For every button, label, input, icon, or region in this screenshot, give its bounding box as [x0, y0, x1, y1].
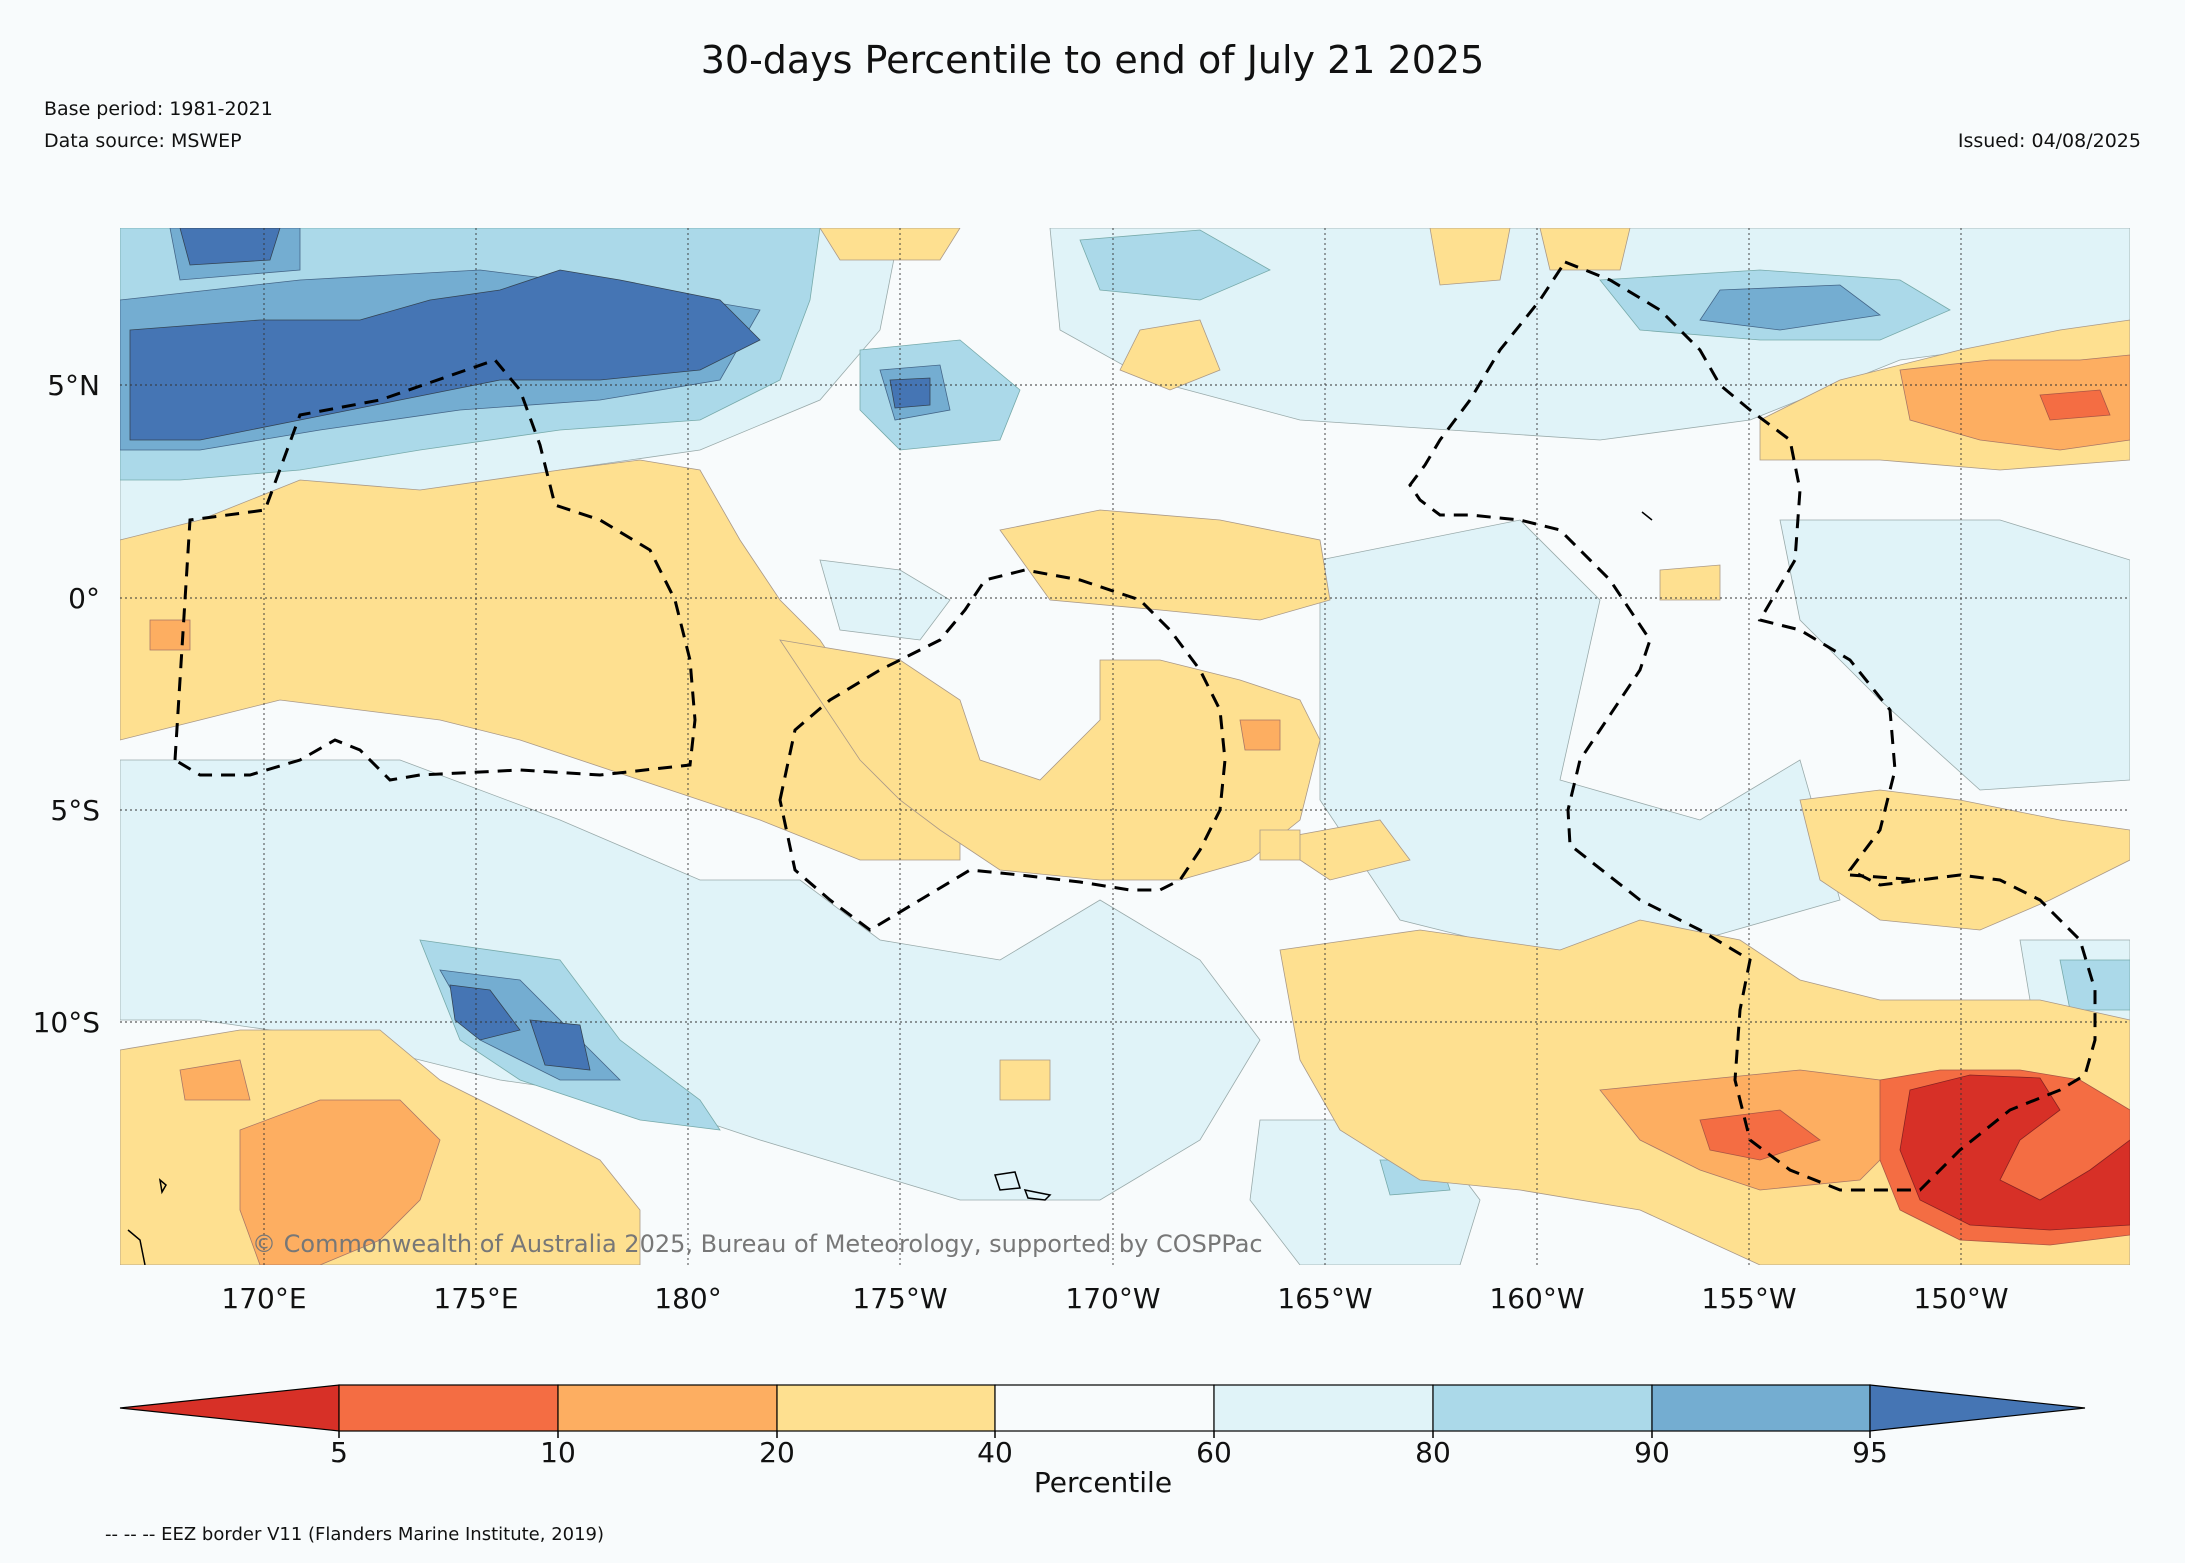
colorbar-tick-label: 90 — [1634, 1436, 1670, 1469]
colorbar-tick-label: 80 — [1415, 1436, 1451, 1469]
colorbar-label: Percentile — [1034, 1466, 1172, 1499]
colorbar-ticks — [338, 1431, 1871, 1438]
lon-label: 170°E — [221, 1282, 306, 1315]
lon-label: 170°W — [1065, 1282, 1160, 1315]
map-title: 30-days Percentile to end of July 21 202… — [700, 38, 1485, 82]
lat-label: 10°S — [33, 1006, 100, 1039]
colorbar: 5 10 20 40 60 80 90 95 Percentile — [119, 1384, 2086, 1499]
eez-borders — [173, 260, 2097, 1192]
lon-label: 175°E — [433, 1282, 518, 1315]
eez-legend-note: -- -- -- EEZ border V11 (Flanders Marine… — [105, 1524, 605, 1545]
issued-date-text: Issued: 04/08/2025 — [1957, 130, 2141, 152]
colorbar-tick-label: 40 — [977, 1436, 1013, 1469]
lat-label: 5°N — [47, 369, 100, 402]
islands — [127, 511, 1653, 1265]
region-above-95 — [129, 228, 931, 1071]
colorbar-segment-90-95 — [1651, 1384, 1871, 1432]
colorbar-segment-20-40 — [776, 1384, 996, 1432]
colorbar-segment-10-20 — [557, 1384, 778, 1432]
colorbar-tick-label: 10 — [540, 1436, 576, 1469]
lat-label: 5°S — [50, 794, 100, 827]
colorbar-segment-above-95 — [1869, 1384, 2086, 1432]
colorbar-segment-80-90 — [1432, 1384, 1653, 1432]
latitude-labels: 5°N 0° 5°S 10°S — [33, 369, 100, 1039]
map-panel: © Commonwealth of Australia 2025, Bureau… — [120, 228, 2130, 1265]
lon-label: 180° — [654, 1282, 721, 1315]
region-10-20 — [149, 354, 2130, 1265]
copyright-text: © Commonwealth of Australia 2025, Bureau… — [252, 1230, 1263, 1258]
colorbar-segment-60-80 — [1213, 1384, 1434, 1432]
colorbar-tick-label: 20 — [759, 1436, 795, 1469]
region-below-5 — [1899, 1074, 2130, 1231]
colorbar-segment-40-60 — [994, 1384, 1215, 1432]
colorbar-tick-labels: 5 10 20 40 60 80 90 95 — [330, 1436, 1888, 1469]
colorbar-tick-label: 95 — [1852, 1436, 1888, 1469]
base-period-text: Base period: 1981-2021 — [44, 98, 273, 120]
lon-label: 160°W — [1489, 1282, 1584, 1315]
graticule — [120, 228, 2130, 1265]
lon-label: 155°W — [1701, 1282, 1796, 1315]
colorbar-segment-5-10 — [338, 1384, 559, 1432]
lon-label: 175°W — [852, 1282, 947, 1315]
lon-label: 165°W — [1277, 1282, 1372, 1315]
colorbar-segment-below-5 — [119, 1384, 340, 1432]
lat-label: 0° — [68, 582, 100, 615]
lon-label: 150°W — [1913, 1282, 2008, 1315]
colorbar-tick-label: 60 — [1196, 1436, 1232, 1469]
longitude-labels: 170°E 175°E 180° 175°W 170°W 165°W 160°W… — [221, 1282, 2008, 1315]
colorbar-tick-label: 5 — [330, 1436, 348, 1469]
data-source-text: Data source: MSWEP — [44, 130, 242, 152]
